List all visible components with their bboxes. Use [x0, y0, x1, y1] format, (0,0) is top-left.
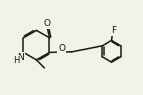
Text: F: F	[111, 26, 116, 35]
Text: N: N	[17, 53, 24, 62]
Text: O: O	[58, 44, 65, 53]
Text: O: O	[43, 19, 50, 28]
Text: H: H	[13, 56, 20, 65]
